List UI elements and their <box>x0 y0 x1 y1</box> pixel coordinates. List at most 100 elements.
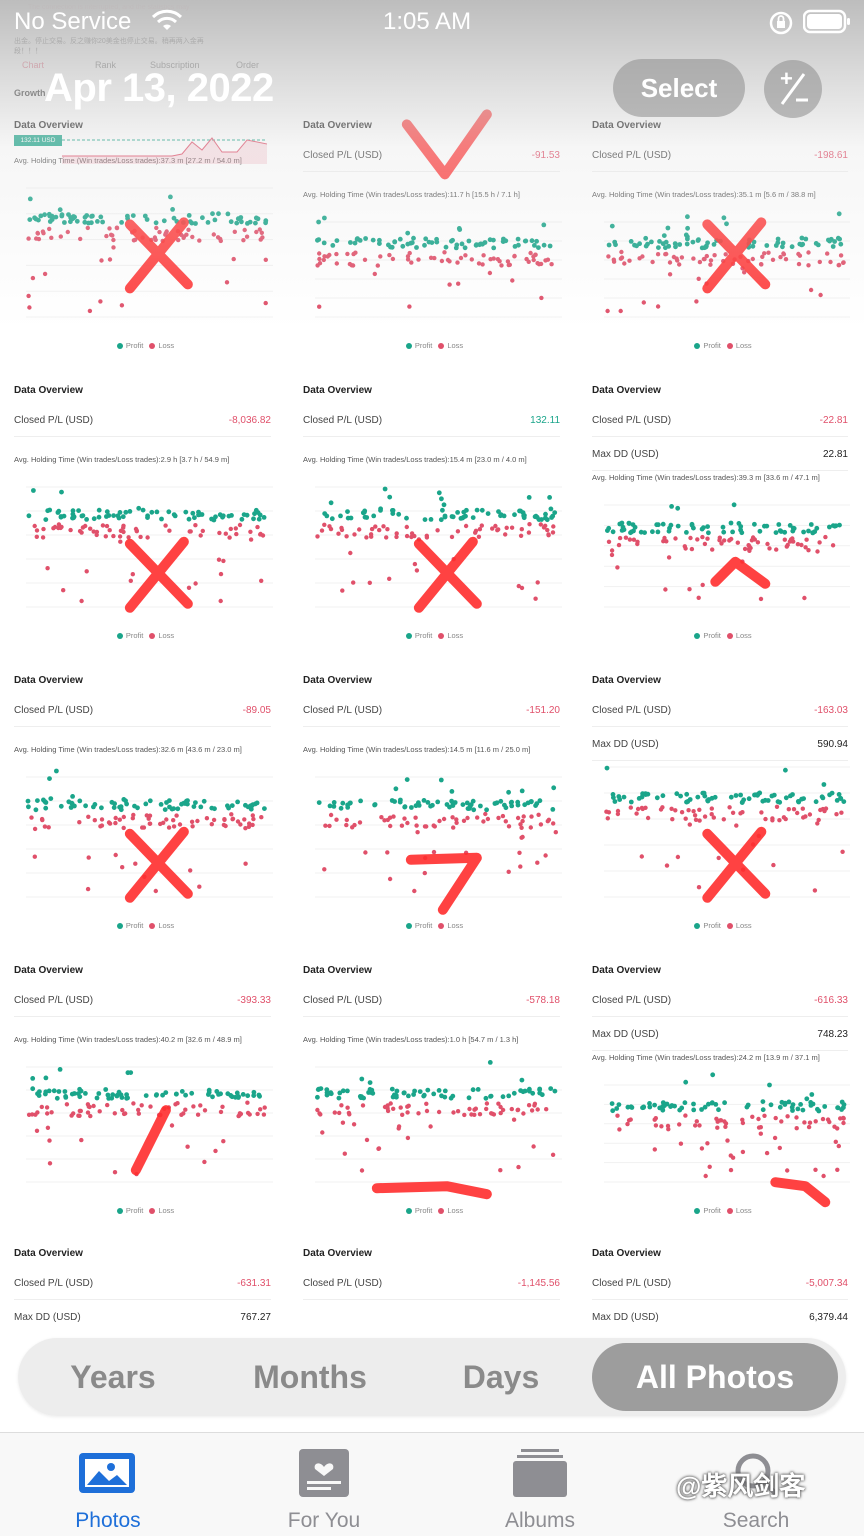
loss-point <box>35 230 40 236</box>
tab-albums-label: Albums <box>504 1509 576 1532</box>
profit-point <box>252 511 257 517</box>
loss-point <box>368 532 374 537</box>
profit-point <box>340 800 346 806</box>
loss-point <box>250 822 255 828</box>
loss-point <box>344 817 349 823</box>
tab-photos[interactable]: Photos <box>0 1433 216 1536</box>
segment-all-photos[interactable]: All Photos <box>592 1343 838 1411</box>
profit-point <box>810 530 816 536</box>
loss-point <box>675 854 681 860</box>
loss-point <box>139 1103 144 1108</box>
segment-days[interactable]: Days <box>462 1359 540 1395</box>
loss-point <box>503 532 508 537</box>
photo-thumbnail[interactable]: Data Overview Closed P/L (USD) -393.33 Avg.… <box>0 945 287 1230</box>
profit-point <box>315 1094 320 1100</box>
profit-point <box>245 221 250 226</box>
loss-point <box>405 257 411 262</box>
profit-point <box>764 243 770 248</box>
loss-point <box>500 813 506 819</box>
loss-point <box>655 252 661 257</box>
loss-point <box>174 813 179 818</box>
profit-point <box>738 792 743 798</box>
photo-thumbnail[interactable]: Data Overview Closed P/L (USD) -198.61 Avg.… <box>578 0 864 365</box>
loss-point <box>487 270 493 276</box>
loss-point <box>451 557 456 562</box>
profit-point <box>53 214 59 220</box>
scatter-plot <box>315 215 562 318</box>
profit-point <box>168 194 173 200</box>
profit-point <box>827 238 832 244</box>
profit-point <box>709 795 715 801</box>
profit-point <box>401 1090 407 1096</box>
profit-point <box>241 512 247 517</box>
profit-point <box>684 799 690 805</box>
closed-pl-value: -22.81 <box>819 415 848 426</box>
profit-point <box>655 529 661 535</box>
closed-pl-label: Closed P/L (USD) <box>14 1278 94 1289</box>
profit-point <box>62 220 67 225</box>
scatter-plot <box>315 776 562 898</box>
select-button[interactable]: Select <box>613 59 745 117</box>
loss-point <box>99 817 105 822</box>
profit-point <box>128 1070 134 1075</box>
profit-point <box>371 513 377 519</box>
photo-thumbnail[interactable]: Data Overview Closed P/L (USD) 132.11 Avg. … <box>289 365 576 655</box>
loss-point <box>173 1102 178 1107</box>
profit-point <box>488 1094 493 1099</box>
loss-point <box>515 1107 521 1112</box>
loss-point <box>529 814 534 819</box>
photo-thumbnail[interactable]: Data Overview Closed P/L (USD) -91.53 Avg. … <box>289 0 576 365</box>
photo-thumbnail[interactable]: Data Overview Closed P/L (USD) -151.20 Avg.… <box>289 655 576 945</box>
profit-point <box>421 1093 427 1099</box>
photo-thumbnail[interactable]: Data Overview Closed P/L (USD) -22.81 Max D… <box>578 365 864 655</box>
loss-point <box>362 257 368 262</box>
profit-point <box>322 511 328 516</box>
profit-point <box>502 802 507 808</box>
max-dd-row: Max DD (USD) 6,379.44 <box>592 1312 848 1328</box>
loss-point <box>519 527 524 532</box>
aspect-ratio-button[interactable]: + <box>764 60 822 118</box>
profit-point <box>718 238 723 244</box>
photo-thumbnail[interactable]: Data Overview Closed P/L (USD) -616.33 Max … <box>578 945 864 1230</box>
profit-point <box>464 800 470 806</box>
loss-point <box>658 807 664 812</box>
photo-thumbnail[interactable]: Data Overview Closed P/L (USD) -578.18 Avg.… <box>289 945 576 1230</box>
loss-point <box>503 819 508 824</box>
loss-point <box>790 536 795 541</box>
photo-thumbnail[interactable]: Data Overview Closed P/L (USD) -163.03 Max … <box>578 655 864 945</box>
loss-point <box>345 251 350 257</box>
photo-thumbnail[interactable]: Data Overview Closed P/L (USD) -631.31 Max … <box>0 1230 287 1330</box>
profit-point <box>95 219 100 224</box>
loss-point <box>777 818 782 823</box>
tab-albums[interactable]: Albums <box>432 1433 648 1536</box>
loss-point <box>209 822 214 827</box>
profit-point <box>327 803 333 809</box>
tab-search[interactable]: Search <box>648 1433 864 1536</box>
profit-point <box>68 219 73 225</box>
loss-point <box>85 886 91 892</box>
loss-point <box>78 236 83 242</box>
loss-point <box>367 580 372 585</box>
photo-thumbnail[interactable]: Data Overview Closed P/L (USD) -1,145.56 <box>289 1230 576 1330</box>
photo-thumbnail[interactable]: Data Overview Closed P/L (USD) -5,007.34 Ma… <box>578 1230 864 1330</box>
loss-legend-label: Loss <box>158 921 175 930</box>
loss-point <box>483 811 488 817</box>
photo-thumbnail[interactable]: Data Overview Closed P/L (USD) -8,036.82 Av… <box>0 365 287 655</box>
loss-point <box>815 821 820 826</box>
profit-point <box>775 236 781 242</box>
loss-point <box>813 1119 818 1124</box>
profit-point <box>509 799 514 805</box>
profit-point <box>478 803 483 809</box>
tab-for-you[interactable]: For You <box>216 1433 432 1536</box>
loss-point <box>32 854 37 859</box>
loss-point <box>686 808 691 813</box>
loss-point <box>518 533 524 538</box>
segment-years[interactable]: Years <box>70 1359 156 1395</box>
profit-point <box>757 528 763 534</box>
photo-thumbnail[interactable]: Data Overview Closed P/L (USD) -89.05 Avg. … <box>0 655 287 945</box>
loss-point <box>796 251 801 257</box>
profit-point <box>491 245 497 251</box>
loss-point <box>79 530 84 535</box>
segment-months[interactable]: Months <box>253 1359 367 1395</box>
loss-point <box>317 256 322 262</box>
